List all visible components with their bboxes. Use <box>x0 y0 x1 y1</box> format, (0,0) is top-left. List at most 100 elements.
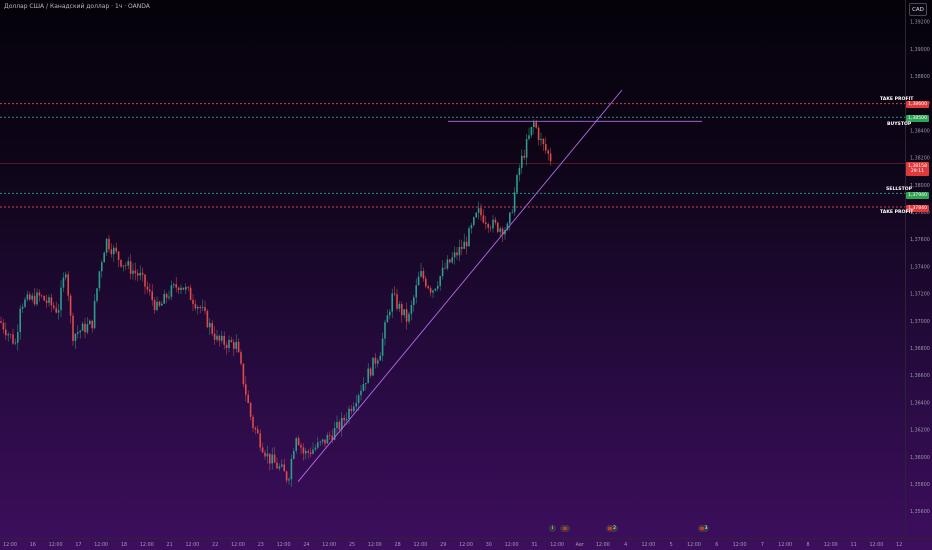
candle-body <box>86 324 89 333</box>
candle-body <box>84 323 86 333</box>
x-tick-label: 12:00 <box>596 542 610 548</box>
last-price-badge: 1,38158 29:11 <box>906 162 929 176</box>
candle-body <box>312 449 314 454</box>
candle-body <box>393 293 396 295</box>
x-tick-label: 12:00 <box>550 542 564 548</box>
candle-body <box>401 304 403 316</box>
candle-body <box>523 155 525 158</box>
candle-body <box>317 442 319 448</box>
candle-body <box>537 127 540 141</box>
candle-body <box>398 304 401 309</box>
event-marker-1[interactable]: i <box>549 525 556 532</box>
y-tick-label: 1,36200 <box>910 428 930 434</box>
x-tick-label: 12:00 <box>459 542 473 548</box>
candle-body <box>38 292 41 296</box>
candle-body <box>497 222 499 232</box>
candle-body <box>175 284 177 288</box>
candle-body <box>50 297 53 306</box>
candle-body <box>225 344 228 349</box>
candle-body <box>475 212 477 218</box>
candle-body <box>343 417 345 421</box>
candle-body <box>420 271 422 277</box>
candle-body <box>427 286 429 289</box>
candle-body <box>288 479 290 481</box>
symbol-title[interactable]: Доллар США / Канадский доллар · 1ч · OAN… <box>4 3 150 10</box>
x-tick-label: 31 <box>531 542 537 548</box>
x-tick-label: 25 <box>349 542 355 548</box>
candle-body <box>367 368 369 384</box>
candle-body <box>369 368 372 376</box>
candle-body <box>530 127 533 136</box>
candle-body <box>247 394 249 403</box>
candle-body <box>446 259 449 269</box>
event-marker-2[interactable] <box>560 525 570 532</box>
candle-body <box>348 408 350 419</box>
event-marker-4[interactable]: 3 <box>698 525 709 532</box>
candle-body <box>223 335 225 345</box>
candle-body <box>173 284 175 286</box>
x-tick-label: 28 <box>395 542 401 548</box>
x-tick-label: 23 <box>258 542 264 548</box>
candle-body <box>437 285 439 289</box>
x-tick-label: 30 <box>486 542 492 548</box>
currency-button[interactable]: CAD <box>909 3 927 16</box>
candle-body <box>77 332 79 334</box>
buystop-label: BUYSTOP <box>887 122 912 127</box>
candle-body <box>324 439 326 444</box>
candle-body <box>345 418 348 421</box>
candle-body <box>201 307 204 309</box>
candle-body <box>305 451 307 454</box>
candle-body <box>307 451 309 453</box>
candle-body <box>103 252 105 263</box>
candle-body <box>206 310 209 328</box>
candle-body <box>170 285 173 297</box>
candle-body <box>41 295 43 297</box>
candle-body <box>36 292 38 305</box>
candle-body <box>513 192 516 213</box>
candle-body <box>108 238 110 250</box>
candle-body <box>120 259 122 267</box>
x-tick-label: 12:00 <box>49 542 63 548</box>
candle-body <box>458 246 461 256</box>
candle-body <box>499 228 501 232</box>
x-tick-label: Авг <box>576 542 585 548</box>
x-tick-label: 17 <box>75 542 81 548</box>
flag-event-icon <box>699 527 704 530</box>
candle-body <box>463 241 465 249</box>
candle-body <box>492 219 494 229</box>
candle-body <box>504 230 506 235</box>
candle-body <box>521 155 523 168</box>
candle-body <box>285 471 288 481</box>
candle-body <box>309 452 312 454</box>
candle-body <box>122 265 125 267</box>
candle-body <box>177 287 180 291</box>
x-tick-label: 16 <box>30 542 36 548</box>
candle-body <box>216 335 218 340</box>
candle-body <box>295 438 297 452</box>
y-tick-label: 1,37000 <box>910 319 930 325</box>
event-marker-3[interactable]: 2 <box>606 525 618 532</box>
candle-body <box>168 296 170 298</box>
candle-body <box>338 421 341 430</box>
y-tick-label: 1,38000 <box>910 183 930 189</box>
candle-body <box>165 293 168 298</box>
candle-body <box>425 278 427 287</box>
candle-body <box>509 212 511 224</box>
candle-body <box>158 301 161 306</box>
y-tick-label: 1,36600 <box>910 373 930 379</box>
candle-body <box>441 267 444 277</box>
candle-body <box>55 307 57 313</box>
candle-body <box>494 219 497 223</box>
y-tick-label: 1,38200 <box>910 156 930 162</box>
candle-body <box>197 307 199 309</box>
x-tick-label: 12:00 <box>277 542 291 548</box>
candle-body <box>233 342 235 349</box>
candle-body <box>293 451 295 459</box>
candle-body <box>151 291 153 301</box>
candle-body <box>187 286 189 288</box>
y-tick-label: 1,35800 <box>910 482 930 488</box>
candle-body <box>228 339 230 349</box>
candle-body <box>134 270 137 274</box>
candle-body <box>429 288 432 293</box>
